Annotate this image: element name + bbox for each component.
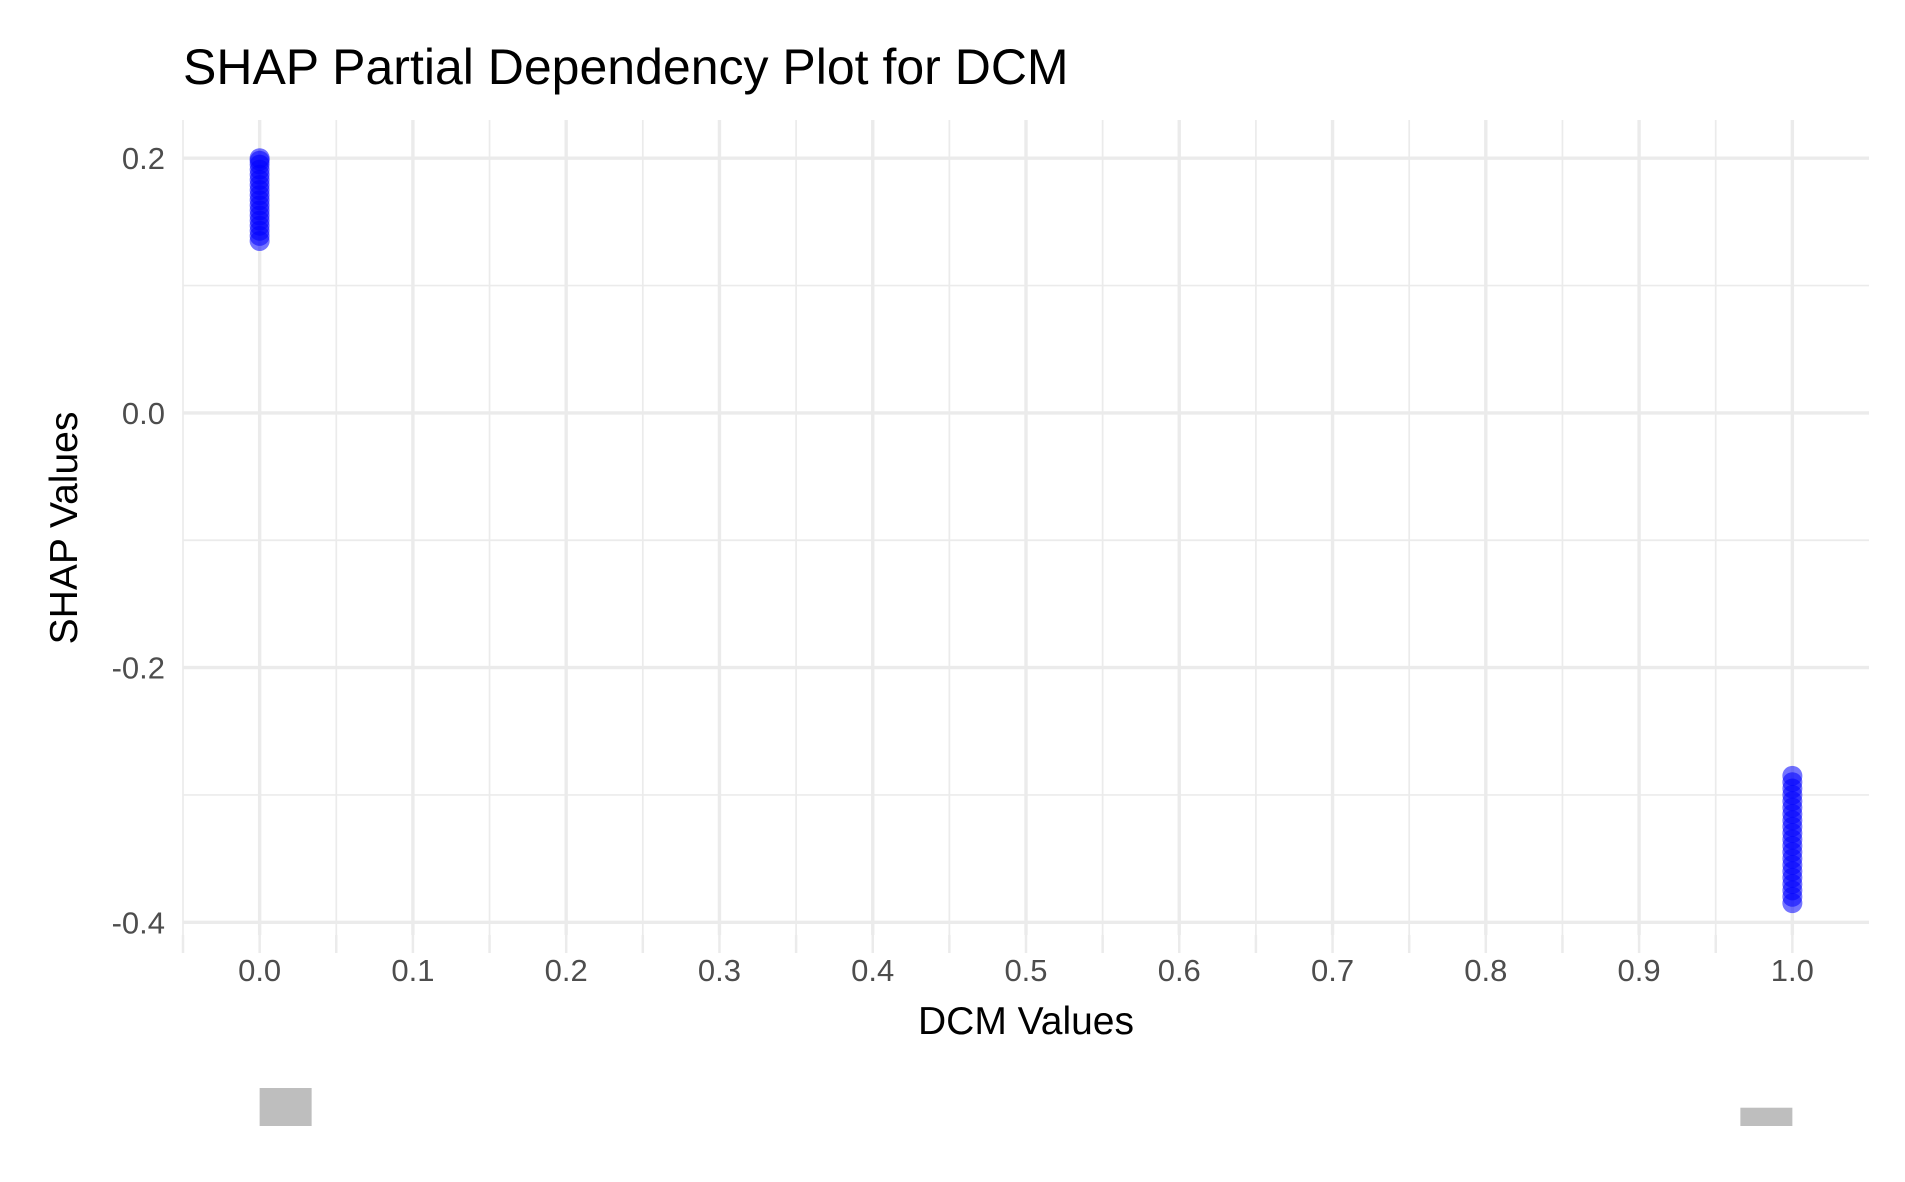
x-tick-label: 0.2 [545, 953, 588, 988]
grid-layer [182, 120, 1869, 935]
x-tick-label: 0.8 [1464, 953, 1507, 988]
x-tick-label: 1.0 [1771, 953, 1814, 988]
x-tick-label: 0.9 [1618, 953, 1661, 988]
y-tick-label: 0.0 [122, 396, 165, 431]
x-tick-label: 0.6 [1158, 953, 1201, 988]
x-tick-label: 0.0 [238, 953, 281, 988]
y-tick-label: -0.2 [112, 651, 165, 686]
x-axis-title: DCM Values [918, 1000, 1134, 1043]
points-layer [249, 148, 1803, 914]
chart-title: SHAP Partial Dependency Plot for DCM [183, 39, 1069, 95]
y-tick-label: -0.4 [112, 905, 165, 940]
tick-labels: 0.0 0.1 0.2 0.3 0.4 0.5 0.6 0.7 0.8 0.9 1.0 0.2 0.0 -… [112, 141, 1814, 988]
marginal-histogram [259, 1088, 1793, 1126]
y-tick-label: 0.2 [122, 141, 165, 176]
x-tick-label: 0.1 [391, 953, 434, 988]
histogram-bar [259, 1088, 312, 1126]
x-tick-label: 0.5 [1004, 953, 1047, 988]
y-axis-title: SHAP Values [43, 412, 86, 645]
x-tick-label: 0.7 [1311, 953, 1354, 988]
histogram-bar [1740, 1107, 1793, 1126]
data-point [249, 148, 270, 169]
data-point [1782, 765, 1803, 786]
x-tick-label: 0.3 [698, 953, 741, 988]
x-tick-label: 0.4 [851, 953, 894, 988]
